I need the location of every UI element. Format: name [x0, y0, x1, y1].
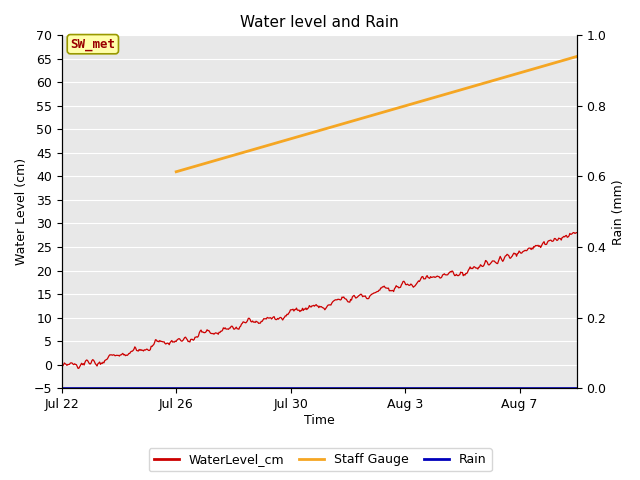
WaterLevel_cm: [292, 307, 300, 312]
Line: WaterLevel_cm: WaterLevel_cm: [62, 233, 577, 369]
X-axis label: Time: Time: [304, 414, 335, 427]
Staff Gauge: [573, 54, 580, 60]
Title: Water level and Rain: Water level and Rain: [240, 15, 399, 30]
WaterLevel_cm: [74, 366, 82, 372]
WaterLevel_cm: [191, 335, 199, 340]
WaterLevel_cm: [447, 269, 454, 275]
Y-axis label: Water Level (cm): Water Level (cm): [15, 158, 28, 265]
WaterLevel_cm: [570, 230, 577, 236]
WaterLevel_cm: [58, 363, 66, 369]
Staff Gauge: [172, 169, 180, 175]
Line: Staff Gauge: Staff Gauge: [176, 57, 577, 172]
Y-axis label: Rain (mm): Rain (mm): [612, 179, 625, 244]
Legend: WaterLevel_cm, Staff Gauge, Rain: WaterLevel_cm, Staff Gauge, Rain: [148, 448, 492, 471]
Text: SW_met: SW_met: [70, 38, 115, 51]
WaterLevel_cm: [573, 230, 580, 236]
WaterLevel_cm: [150, 342, 157, 348]
WaterLevel_cm: [403, 282, 410, 288]
WaterLevel_cm: [362, 295, 370, 300]
